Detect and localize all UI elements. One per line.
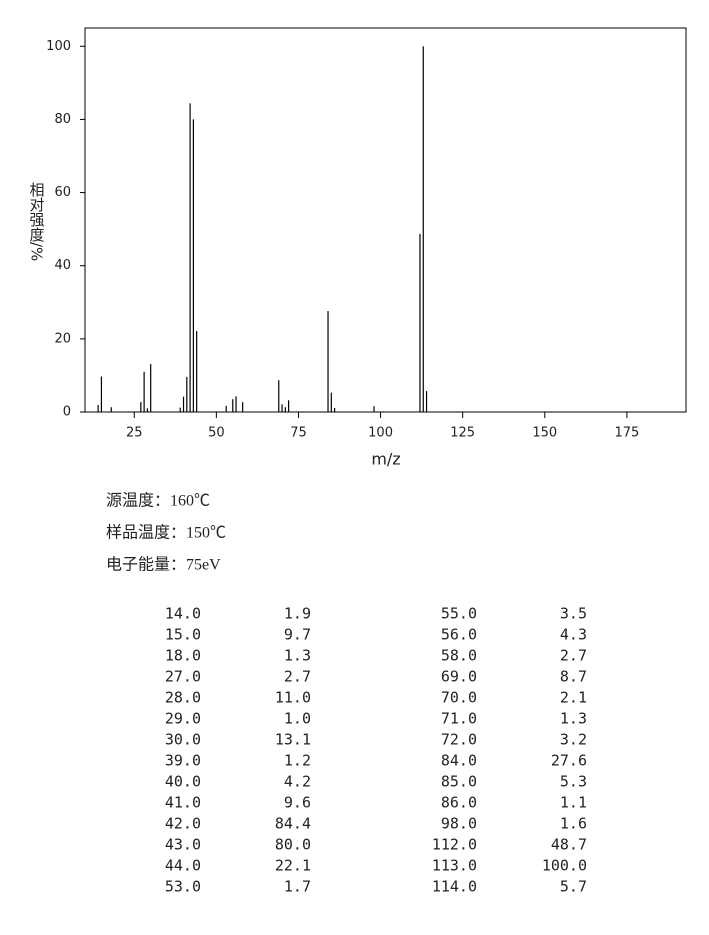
table-mz: 98.0 [441, 815, 477, 833]
y-tick-label: 80 [54, 112, 71, 127]
table-mz: 44.0 [165, 857, 201, 875]
table-intensity: 48.7 [551, 836, 587, 854]
table-intensity: 1.6 [560, 815, 587, 833]
plot-frame [84, 27, 687, 413]
table-intensity: 1.7 [284, 878, 311, 896]
table-intensity: 2.1 [560, 689, 587, 707]
info-line: 样品温度：150℃ [106, 524, 226, 542]
table-intensity: 13.1 [275, 731, 311, 749]
table-intensity: 3.2 [560, 731, 587, 749]
table-mz: 72.0 [441, 731, 477, 749]
table-mz: 56.0 [441, 626, 477, 644]
x-tick-label: 150 [532, 426, 557, 441]
info-line: 电子能量：75eV [106, 556, 221, 574]
x-tick-label: 75 [290, 426, 307, 441]
table-intensity: 1.0 [284, 710, 311, 728]
y-tick-label: 60 [54, 185, 71, 200]
table-intensity: 1.2 [284, 752, 311, 770]
info-line: 源温度：160℃ [106, 492, 210, 510]
table-mz: 42.0 [165, 815, 201, 833]
table-mz: 84.0 [441, 752, 477, 770]
table-mz: 14.0 [165, 605, 201, 623]
table-intensity: 2.7 [284, 668, 311, 686]
table-intensity: 1.3 [284, 647, 311, 665]
table-intensity: 3.5 [560, 605, 587, 623]
x-tick-label: 125 [450, 426, 475, 441]
table-intensity: 100.0 [542, 857, 587, 875]
table-mz: 55.0 [441, 605, 477, 623]
table-mz: 53.0 [165, 878, 201, 896]
table-mz: 112.0 [432, 836, 477, 854]
x-tick-label: 175 [614, 426, 639, 441]
table-mz: 39.0 [165, 752, 201, 770]
table-intensity: 84.4 [275, 815, 311, 833]
table-mz: 86.0 [441, 794, 477, 812]
x-axis-label: m/z [371, 450, 400, 469]
x-tick-label: 100 [368, 426, 393, 441]
table-mz: 58.0 [441, 647, 477, 665]
table-intensity: 4.3 [560, 626, 587, 644]
table-mz: 15.0 [165, 626, 201, 644]
table-intensity: 8.7 [560, 668, 587, 686]
table-mz: 28.0 [165, 689, 201, 707]
table-mz: 114.0 [432, 878, 477, 896]
table-mz: 29.0 [165, 710, 201, 728]
y-tick-label: 40 [54, 258, 71, 273]
table-mz: 40.0 [165, 773, 201, 791]
table-intensity: 2.7 [560, 647, 587, 665]
table-intensity: 1.1 [560, 794, 587, 812]
table-intensity: 5.7 [560, 878, 587, 896]
y-tick-label: 0 [63, 405, 71, 420]
table-mz: 41.0 [165, 794, 201, 812]
table-mz: 70.0 [441, 689, 477, 707]
table-mz: 18.0 [165, 647, 201, 665]
x-tick-label: 50 [208, 426, 225, 441]
table-intensity: 9.7 [284, 626, 311, 644]
table-mz: 113.0 [432, 857, 477, 875]
table-intensity: 27.6 [551, 752, 587, 770]
table-intensity: 1.9 [284, 605, 311, 623]
table-intensity: 9.6 [284, 794, 311, 812]
table-intensity: 4.2 [284, 773, 311, 791]
table-mz: 69.0 [441, 668, 477, 686]
table-intensity: 11.0 [275, 689, 311, 707]
table-mz: 30.0 [165, 731, 201, 749]
y-tick-label: 20 [54, 331, 71, 346]
table-intensity: 22.1 [275, 857, 311, 875]
table-intensity: 80.0 [275, 836, 311, 854]
table-intensity: 1.3 [560, 710, 587, 728]
table-mz: 85.0 [441, 773, 477, 791]
y-tick-label: 100 [46, 39, 71, 54]
y-axis-label: 相对强度/% [28, 182, 46, 261]
x-tick-label: 25 [126, 426, 143, 441]
table-intensity: 5.3 [560, 773, 587, 791]
table-mz: 27.0 [165, 668, 201, 686]
table-mz: 43.0 [165, 836, 201, 854]
table-mz: 71.0 [441, 710, 477, 728]
